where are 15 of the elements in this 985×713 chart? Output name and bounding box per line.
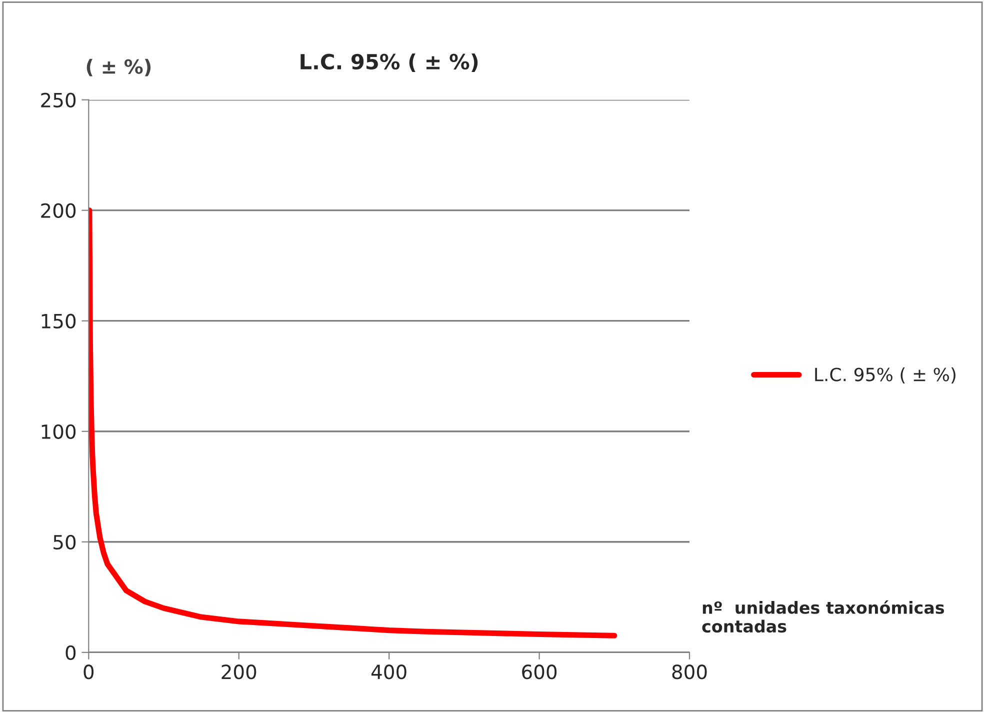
y-tick-label: 200 <box>41 203 76 218</box>
y-tick-label: 150 <box>42 314 76 329</box>
x-tick-label: 800 <box>672 664 707 680</box>
legend-label: L.C. 95% ( ± %) <box>815 367 956 384</box>
y-tick-label: 250 <box>41 92 76 108</box>
y-tick-label: 0 <box>66 645 76 660</box>
y-tick-label: 100 <box>42 424 76 440</box>
x-tick-label: 400 <box>371 664 406 680</box>
x-tick-label: 200 <box>222 664 256 680</box>
x-axis-title: nº unidades taxonómicas contadas <box>702 600 944 633</box>
x-tick-label: 600 <box>522 664 557 680</box>
y-axis-title: ( ± %) <box>86 58 151 76</box>
y-tick-label: 50 <box>54 534 76 550</box>
chart-title: L.C. 95% ( ± %) <box>300 53 478 72</box>
x-tick-label: 0 <box>84 664 94 680</box>
